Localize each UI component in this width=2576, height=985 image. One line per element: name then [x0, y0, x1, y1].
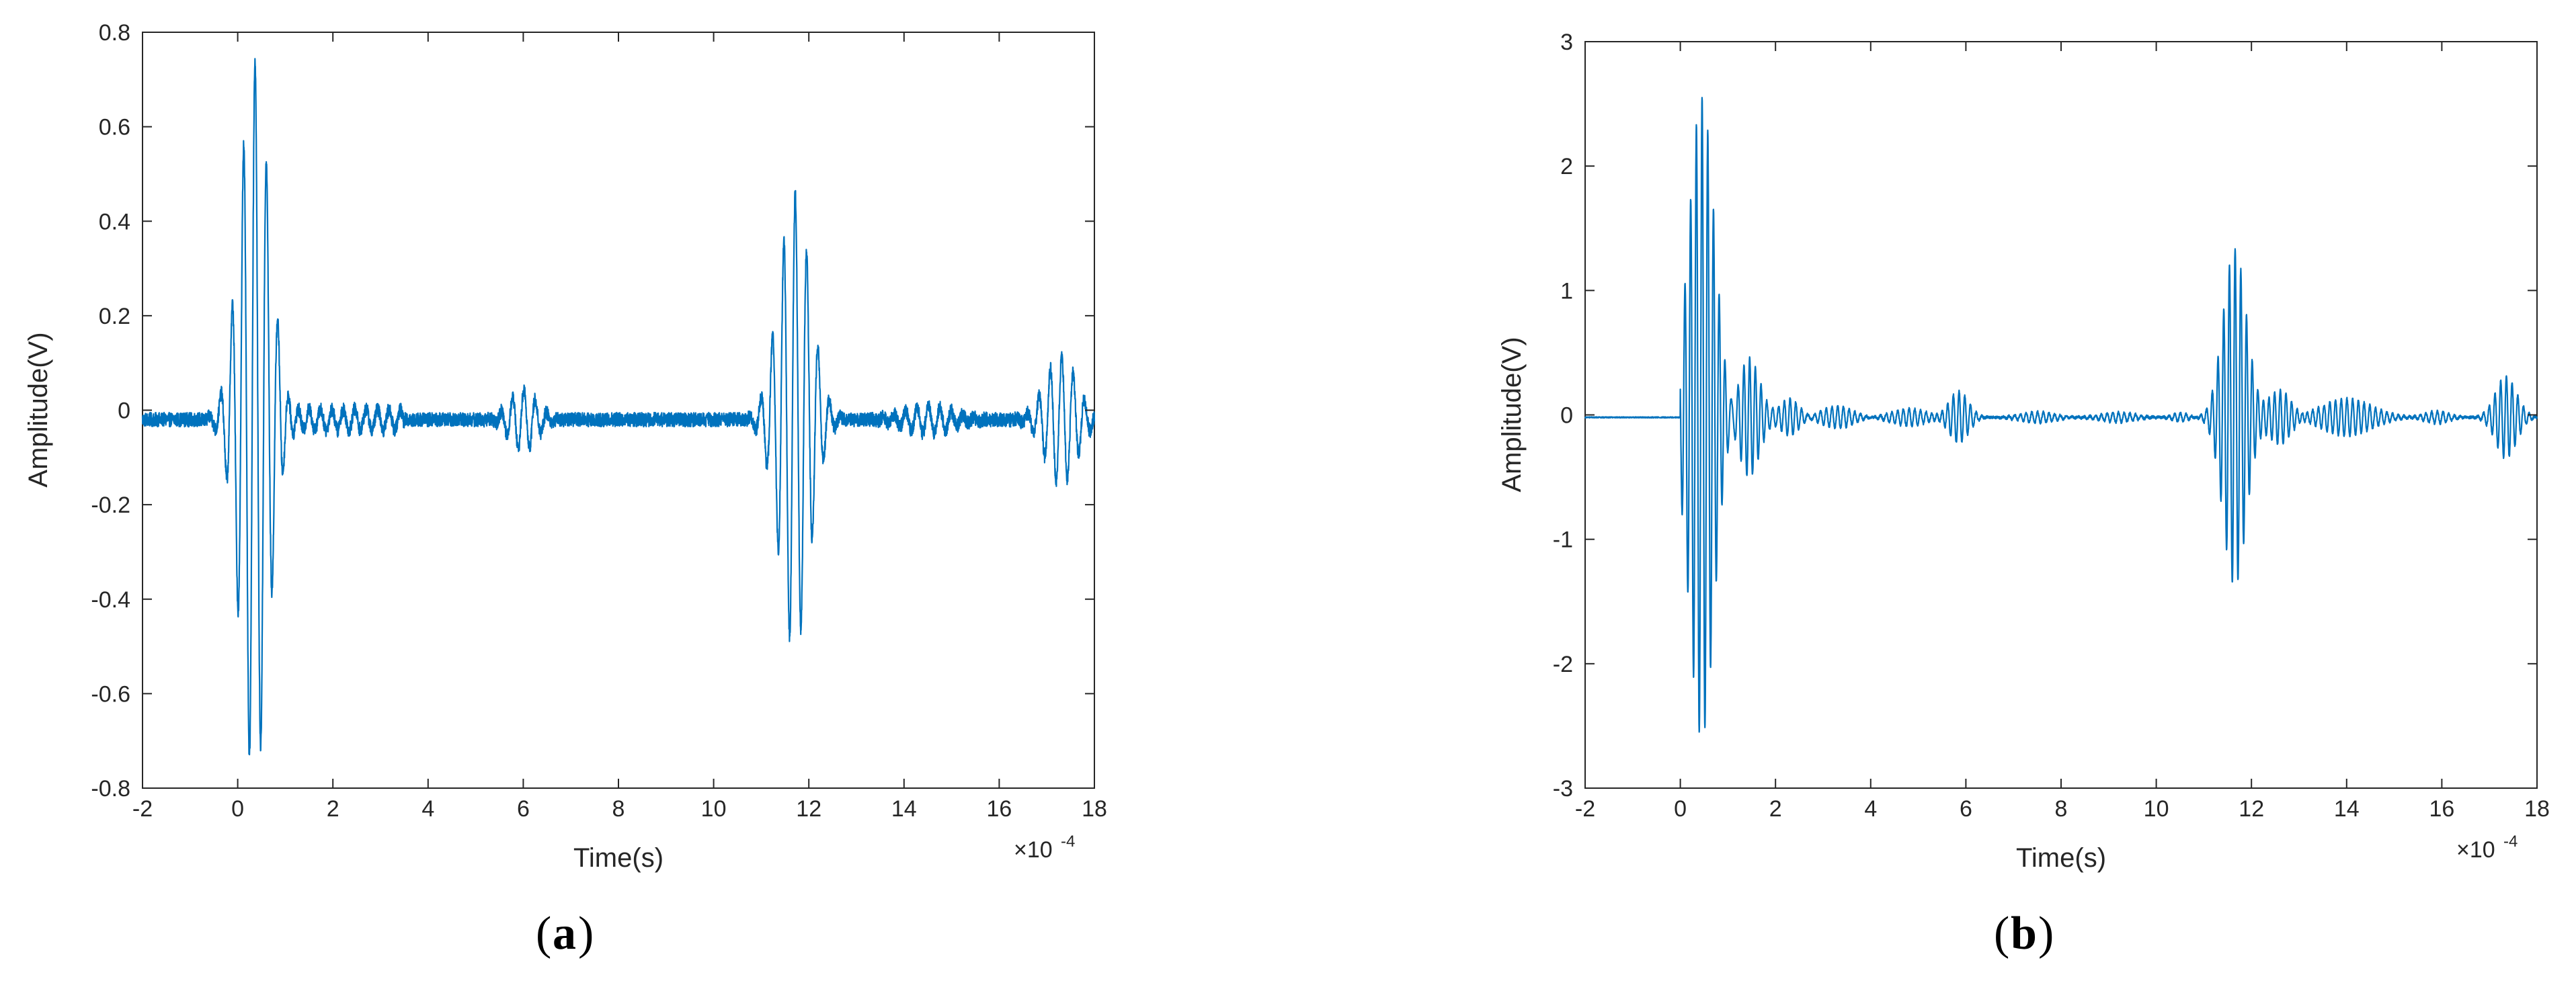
x-tick-label: 8	[612, 796, 625, 822]
y-axis-ticks-b: -3 -2 -1 0 1 2 3	[1553, 30, 2537, 802]
y-axis-label-b: Amplitude(V)	[1497, 337, 1527, 492]
y-tick-label: 1	[1560, 278, 1573, 304]
signal-line-a	[141, 58, 1096, 756]
x-tick-label: 12	[796, 796, 821, 822]
x-tick-label: 16	[2429, 796, 2454, 822]
x-tick-label: 18	[2524, 796, 2550, 822]
y-tick-label: -1	[1553, 527, 1573, 553]
svg-text:-4: -4	[2503, 832, 2518, 851]
x-tick-label: -2	[1575, 796, 1595, 822]
y-tick-label: -0.8	[91, 776, 130, 802]
y-tick-label: 0	[118, 398, 130, 424]
x-axis-label-b: Time(s)	[2016, 843, 2106, 873]
panel-caption-b: ( b )	[1994, 908, 2054, 959]
svg-text:b: b	[2011, 908, 2037, 959]
x-axis-ticks-a: -2 0 2 4 6 8 10 12 14 16 18	[132, 32, 1107, 822]
x-tick-label: 8	[2055, 796, 2068, 822]
x-tick-label: 6	[1960, 796, 1972, 822]
x-tick-label: 0	[231, 796, 244, 822]
x-tick-label: 4	[1864, 796, 1877, 822]
svg-text:(: (	[536, 908, 551, 959]
y-tick-label: 0.4	[99, 209, 130, 234]
x-tick-label: 14	[891, 796, 917, 822]
y-tick-label: 2	[1560, 154, 1573, 179]
chart-panel-a: -2 0 2 4 6 8 10 12 14 16 18 -0.8 -0.6 -0.4 -0.2 0 0.2 0.…	[24, 20, 1107, 959]
svg-text:a: a	[553, 908, 576, 959]
y-tick-label: 0.2	[99, 304, 130, 329]
x-axis-label-a: Time(s)	[573, 843, 663, 873]
x-tick-label: 10	[701, 796, 727, 822]
svg-text:-4: -4	[1061, 832, 1075, 851]
x-tick-label: 12	[2239, 796, 2264, 822]
x-tick-label: 4	[421, 796, 434, 822]
x-exponent-b: ×10 -4	[2456, 832, 2518, 863]
svg-text:×10: ×10	[2456, 837, 2495, 863]
x-tick-label: 2	[327, 796, 339, 822]
x-tick-label: 6	[517, 796, 530, 822]
plot-area-a	[142, 32, 1095, 789]
y-tick-label: 3	[1560, 30, 1573, 55]
svg-text:×10: ×10	[1014, 837, 1053, 863]
y-tick-label: -3	[1553, 776, 1573, 802]
signal-trace	[1584, 97, 2538, 733]
x-tick-label: 0	[1674, 796, 1687, 822]
signal-trace	[141, 58, 1096, 756]
y-tick-label: -0.6	[91, 681, 130, 707]
svg-text:): )	[578, 908, 594, 959]
y-axis-ticks-a: -0.8 -0.6 -0.4 -0.2 0 0.2 0.4 0.6 0.8	[91, 20, 1094, 802]
signal-line-b	[1584, 97, 2538, 733]
y-tick-label: -0.2	[91, 492, 130, 518]
x-tick-label: -2	[132, 796, 153, 822]
x-axis-ticks-b: -2 0 2 4 6 8 10 12 14 16 18	[1575, 42, 2550, 822]
y-tick-label: 0	[1560, 403, 1573, 429]
y-axis-label-a: Amplitude(V)	[24, 332, 53, 487]
y-tick-label: -0.4	[91, 587, 130, 613]
x-tick-label: 18	[1082, 796, 1107, 822]
y-tick-label: 0.8	[99, 20, 130, 46]
x-tick-label: 14	[2334, 796, 2360, 822]
x-exponent-a: ×10 -4	[1014, 832, 1075, 863]
svg-text:): )	[2038, 908, 2054, 959]
x-tick-label: 2	[1769, 796, 1782, 822]
y-tick-label: -2	[1553, 652, 1573, 677]
y-tick-label: 0.6	[99, 115, 130, 140]
svg-text:(: (	[1994, 908, 2009, 959]
panel-caption-a: ( a )	[536, 908, 594, 959]
x-tick-label: 10	[2144, 796, 2169, 822]
x-tick-label: 16	[986, 796, 1012, 822]
